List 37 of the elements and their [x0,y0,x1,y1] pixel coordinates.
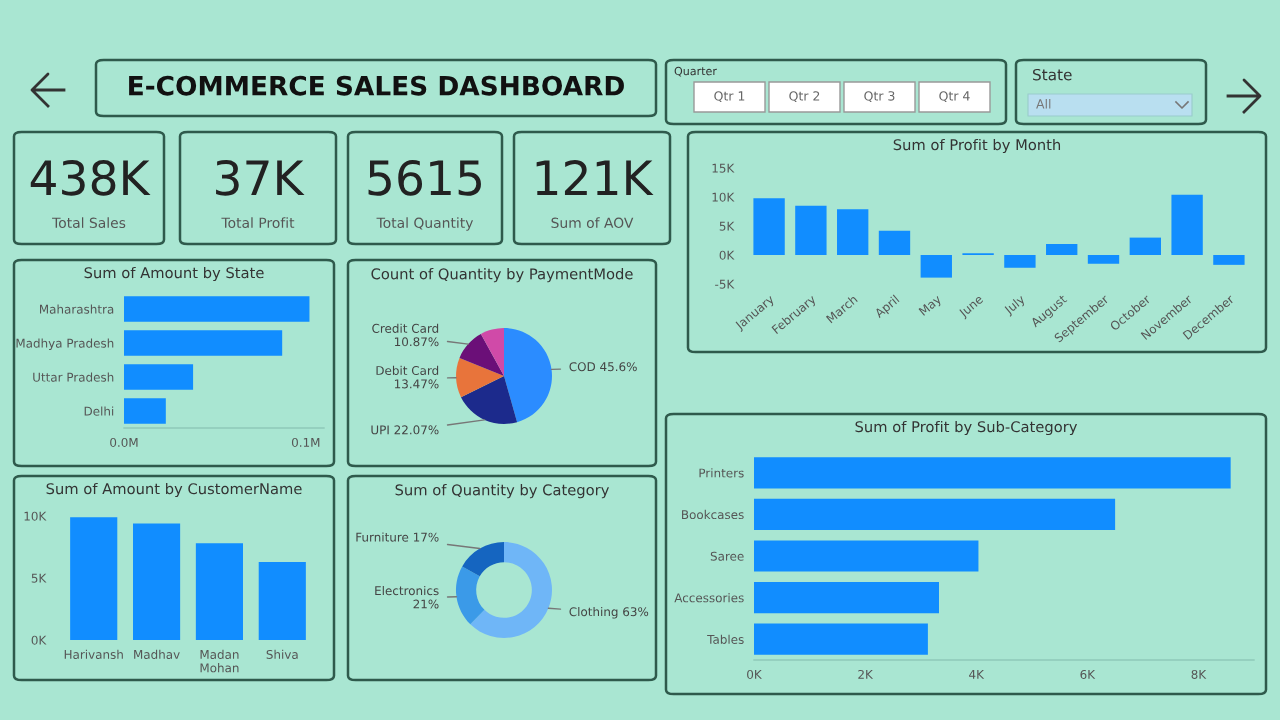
bar [878,230,911,255]
pie-slice [456,357,504,398]
bar [133,523,181,640]
donut-slice [470,542,552,638]
bar [195,543,243,640]
bar [754,623,928,655]
text: 5615 [368,159,481,196]
bar [753,198,785,255]
pie-slice [459,333,504,376]
bar [1046,243,1078,255]
pie-slice [480,328,504,376]
bar [124,364,194,390]
bar [754,457,1231,489]
bar [795,205,827,255]
bar [124,398,166,424]
bar [1171,194,1203,255]
text: 37K [216,159,305,196]
bar [837,209,869,255]
donut-slice [456,566,485,625]
bar [124,330,283,356]
pie-slice [504,328,552,423]
text: 121K [536,159,654,196]
bar [124,296,310,322]
bar [1129,237,1161,255]
bar [754,498,1116,530]
text: 438K [30,159,151,196]
bar [920,255,952,278]
bar [1087,255,1120,264]
text: E-COMMERCE SALES DASHBOARD [129,75,624,96]
bar [754,540,979,572]
bar [258,561,306,640]
bar [754,582,939,614]
bar [1213,255,1245,265]
donut-slice [462,542,504,577]
bar [70,517,118,640]
pie-slice [461,376,518,424]
bar [1004,255,1036,268]
